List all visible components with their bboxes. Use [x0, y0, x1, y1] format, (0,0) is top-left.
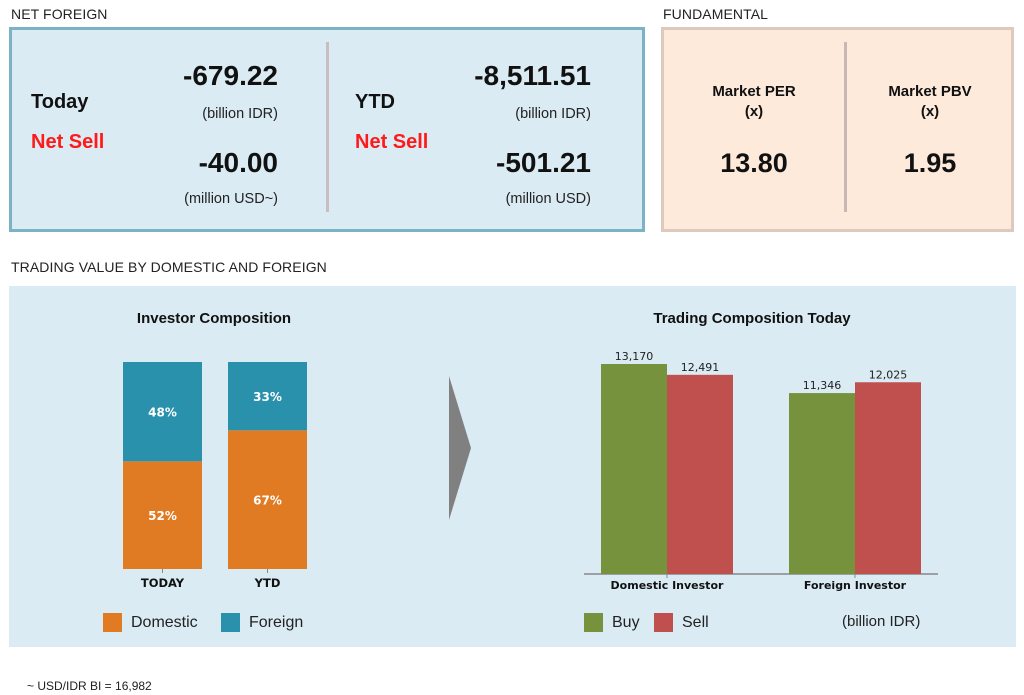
fundamental-divider	[844, 42, 847, 212]
investor-composition-chart: 52% 48% TODAY 67% 33% YTD	[123, 362, 307, 590]
market-per-title: Market PER (x)	[666, 82, 842, 122]
bar-buy-domestic-investor	[601, 364, 667, 574]
bar-sell-domestic-investor	[667, 374, 733, 574]
investor-composition-title: Investor Composition	[136, 310, 292, 327]
ytd-idr-value: -8,511.51	[474, 60, 591, 91]
exchange-rate-footnote: ~ USD/IDR BI = 16,982	[27, 679, 152, 693]
ytd-label: YTD	[355, 91, 395, 113]
trading-unit-note: (billion IDR)	[842, 613, 921, 630]
legend-buy: Buy	[584, 613, 640, 632]
bar-label-domestic-today: 52%	[148, 509, 177, 523]
trading-composition-title: Trading Composition Today	[653, 310, 851, 327]
bar-domestic-today	[123, 461, 202, 569]
today-usd-unit: (million USD~)	[184, 191, 278, 207]
legend-foreign-label: Foreign	[249, 613, 304, 631]
ytd-usd-value: -501.21	[496, 147, 591, 178]
market-per-value: 13.80	[720, 148, 788, 178]
ytd-idr-unit: (billion IDR)	[515, 106, 591, 122]
legend-foreign: Foreign	[221, 613, 303, 632]
fundamental-section-title: FUNDAMENTAL	[663, 6, 769, 22]
legend-domestic-label: Domestic	[131, 613, 198, 631]
legend-buy-swatch	[584, 613, 603, 632]
market-pbv-value: 1.95	[903, 148, 957, 178]
legend-buy-label: Buy	[612, 613, 640, 631]
today-usd-value: -40.00	[198, 147, 278, 178]
net-foreign-panel: Today Net Sell -679.22 (billion IDR) -40…	[9, 27, 645, 232]
bar-label-domestic-ytd: 67%	[253, 494, 282, 508]
ytd-usd-unit: (million USD)	[505, 191, 591, 207]
net-foreign-divider	[326, 42, 329, 212]
today-label: Today	[31, 91, 89, 113]
bar-foreign-today	[123, 362, 202, 462]
legend-foreign-swatch	[221, 613, 240, 632]
trading-section-title: TRADING VALUE BY DOMESTIC AND FOREIGN	[11, 259, 327, 275]
x-tick-label-foreign-investor: Foreign Investor	[804, 579, 907, 592]
legend-domestic: Domestic	[103, 613, 198, 632]
market-per-label: Market PER	[712, 83, 796, 100]
bar-value-label-sell-foreign-investor: 12,025	[869, 368, 908, 381]
bar-value-label-sell-domestic-investor: 12,491	[681, 361, 720, 374]
arrow-right-icon	[449, 376, 471, 520]
market-per-group: Market PER (x) 13.80	[666, 30, 842, 179]
arrow-shape	[449, 376, 471, 520]
legend-sell-swatch	[654, 613, 673, 632]
bar-buy-foreign-investor	[789, 393, 855, 574]
market-pbv-group: Market PBV (x) 1.95	[842, 30, 1018, 179]
bar-label-foreign-today: 48%	[148, 406, 177, 420]
market-per-unit: (x)	[744, 103, 764, 120]
today-idr-unit: (billion IDR)	[202, 106, 278, 122]
bar-value-label-buy-domestic-investor: 13,170	[615, 350, 654, 363]
legend-sell: Sell	[654, 613, 709, 632]
market-pbv-label: Market PBV	[888, 83, 972, 100]
net-foreign-section-title: NET FOREIGN	[11, 6, 108, 22]
bar-foreign-ytd	[228, 362, 307, 431]
bar-label-foreign-ytd: 33%	[253, 390, 282, 404]
market-pbv-title: Market PBV (x)	[842, 82, 1018, 122]
fundamental-panel: Market PER (x) 13.80 Market PBV (x) 1.95	[661, 27, 1014, 232]
bar-value-label-buy-foreign-investor: 11,346	[803, 379, 842, 392]
x-tick-label-ytd: YTD	[254, 576, 281, 590]
ytd-net-sell-status: Net Sell	[355, 131, 429, 153]
today-net-sell-status: Net Sell	[31, 131, 105, 153]
legend-sell-label: Sell	[682, 613, 709, 631]
trading-panel: Investor Composition 52% 48% TODAY 67% 33% YT…	[9, 286, 1016, 647]
trading-composition-chart: 13,170 12,491 Domestic Investor 11,346 12,02…	[584, 350, 938, 592]
bar-sell-foreign-investor	[855, 382, 921, 574]
bar-domestic-ytd	[228, 430, 307, 569]
today-idr-value: -679.22	[183, 60, 278, 91]
x-tick-label-today: TODAY	[141, 576, 185, 590]
market-pbv-unit: (x)	[920, 103, 940, 120]
x-tick-label-domestic-investor: Domestic Investor	[611, 579, 724, 592]
legend-domestic-swatch	[103, 613, 122, 632]
